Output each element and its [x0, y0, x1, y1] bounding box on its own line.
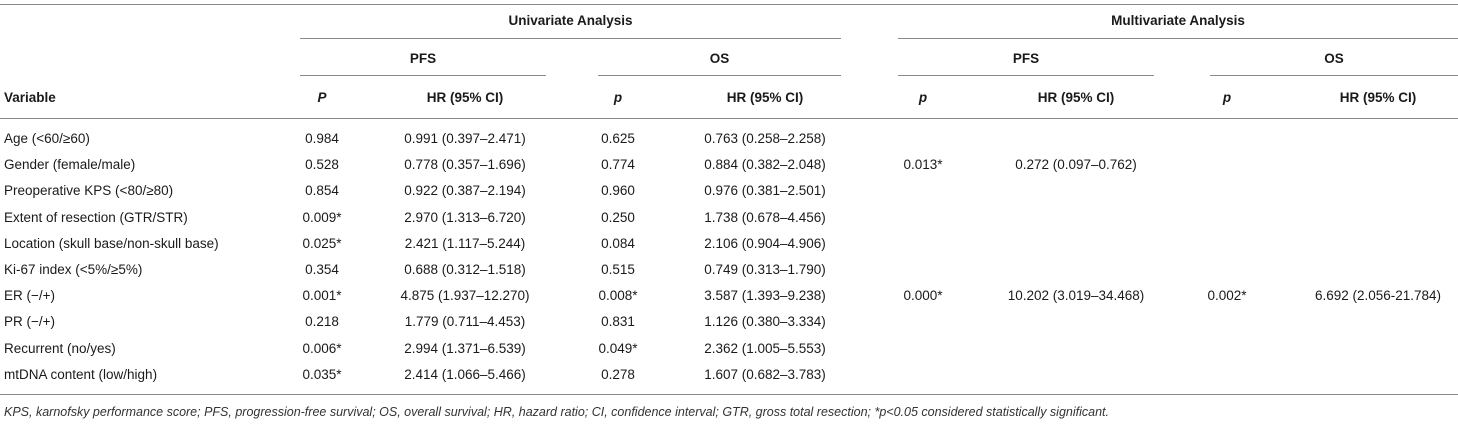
cell-u-pfs-p: 0.006* — [302, 341, 342, 356]
cell-u-os-p: 0.625 — [601, 131, 635, 146]
cell-variable: Preoperative KPS (<80/≥80) — [4, 183, 174, 198]
cell-m-pfs-hr: 0.272 (0.097–0.762) — [1015, 157, 1137, 172]
cell-u-pfs-hr: 1.779 (0.711–4.453) — [404, 314, 526, 329]
cell-u-pfs-p: 0.001* — [302, 288, 342, 303]
cell-u-os-hr: 0.976 (0.381–2.501) — [704, 183, 826, 198]
header-bottom-rule — [0, 118, 1458, 119]
cell-u-pfs-p: 0.025* — [302, 236, 342, 251]
cell-u-pfs-hr: 0.922 (0.387–2.194) — [404, 183, 526, 198]
cell-u-pfs-p: 0.035* — [302, 367, 342, 382]
col-variable: Variable — [4, 90, 56, 105]
m-os-rule — [1210, 75, 1458, 76]
cell-u-os-hr: 1.126 (0.380–3.334) — [704, 314, 826, 329]
cell-u-pfs-p: 0.854 — [305, 183, 339, 198]
col-m-os-hr: HR (95% CI) — [1339, 90, 1417, 105]
footnote: KPS, karnofsky performance score; PFS, p… — [4, 405, 1109, 419]
cell-m-pfs-p: 0.013* — [903, 157, 943, 172]
cell-variable: Recurrent (no/yes) — [4, 341, 116, 356]
cell-variable: Age (<60/≥60) — [4, 131, 90, 146]
cell-u-pfs-p: 0.218 — [305, 314, 339, 329]
cell-m-pfs-p: 0.000* — [903, 288, 943, 303]
cell-m-os-p: 0.002* — [1207, 288, 1247, 303]
col-u-pfs-hr: HR (95% CI) — [426, 90, 504, 105]
cell-u-pfs-p: 0.354 — [305, 262, 339, 277]
cell-u-pfs-hr: 4.875 (1.937–12.270) — [400, 288, 530, 303]
subgroup-u-pfs: PFS — [409, 51, 437, 66]
cell-u-os-p: 0.049* — [598, 341, 638, 356]
col-m-os-p: p — [1222, 90, 1232, 105]
cell-u-os-p: 0.278 — [601, 367, 635, 382]
cell-variable: PR (−/+) — [4, 314, 56, 329]
cell-u-os-p: 0.774 — [601, 157, 635, 172]
cell-u-os-hr: 1.607 (0.682–3.783) — [704, 367, 826, 382]
group-multivariate: Multivariate Analysis — [1111, 13, 1245, 28]
cell-variable: mtDNA content (low/high) — [4, 367, 158, 382]
cell-u-os-p: 0.515 — [601, 262, 635, 277]
cell-variable: Ki-67 index (<5%/≥5%) — [4, 262, 143, 277]
top-rule — [0, 4, 1458, 5]
cell-u-os-p: 0.250 — [601, 210, 635, 225]
cell-u-os-hr: 0.884 (0.382–2.048) — [704, 157, 826, 172]
cell-variable: ER (−/+) — [4, 288, 56, 303]
col-u-os-hr: HR (95% CI) — [726, 90, 804, 105]
m-pfs-rule — [898, 75, 1154, 76]
cell-u-pfs-hr: 2.994 (1.371–6.539) — [404, 341, 526, 356]
cell-u-os-hr: 0.763 (0.258–2.258) — [704, 131, 826, 146]
col-u-os-p: p — [613, 90, 623, 105]
cell-u-os-hr: 2.106 (0.904–4.906) — [704, 236, 826, 251]
cell-u-os-p: 0.831 — [601, 314, 635, 329]
col-m-pfs-p: p — [918, 90, 928, 105]
cell-u-os-hr: 0.749 (0.313–1.790) — [704, 262, 826, 277]
subgroup-m-pfs: PFS — [1012, 51, 1040, 66]
u-pfs-rule — [300, 75, 546, 76]
subgroup-u-os: OS — [709, 51, 730, 66]
cell-u-pfs-hr: 0.991 (0.397–2.471) — [404, 131, 526, 146]
multivariate-rule — [898, 38, 1458, 39]
cell-variable: Gender (female/male) — [4, 157, 136, 172]
cell-u-pfs-hr: 0.778 (0.357–1.696) — [404, 157, 526, 172]
cell-u-pfs-p: 0.528 — [305, 157, 339, 172]
cell-u-pfs-hr: 2.970 (1.313–6.720) — [404, 210, 526, 225]
cell-u-os-p: 0.008* — [598, 288, 638, 303]
subgroup-m-os: OS — [1324, 51, 1344, 66]
univariate-rule — [300, 38, 841, 39]
cell-u-pfs-hr: 2.421 (1.117–5.244) — [404, 236, 526, 251]
cell-u-os-hr: 2.362 (1.005–5.553) — [704, 341, 826, 356]
col-u-pfs-p: P — [317, 90, 327, 105]
col-m-pfs-hr: HR (95% CI) — [1037, 90, 1115, 105]
cell-u-pfs-p: 0.984 — [305, 131, 339, 146]
cell-u-os-p: 0.084 — [601, 236, 635, 251]
u-os-rule — [598, 75, 841, 76]
cell-variable: Location (skull base/non-skull base) — [4, 236, 219, 251]
cell-u-pfs-hr: 2.414 (1.066–5.466) — [404, 367, 526, 382]
cell-variable: Extent of resection (GTR/STR) — [4, 210, 188, 225]
cell-m-pfs-hr: 10.202 (3.019–34.468) — [1007, 288, 1145, 303]
group-univariate: Univariate Analysis — [508, 13, 633, 28]
cell-u-os-hr: 3.587 (1.393–9.238) — [704, 288, 826, 303]
cell-u-os-hr: 1.738 (0.678–4.456) — [704, 210, 826, 225]
table-bottom-rule — [0, 394, 1458, 395]
cell-u-os-p: 0.960 — [601, 183, 635, 198]
cell-u-pfs-p: 0.009* — [302, 210, 342, 225]
cell-u-pfs-hr: 0.688 (0.312–1.518) — [404, 262, 526, 277]
cell-m-os-hr: 6.692 (2.056-21.784) — [1314, 288, 1442, 303]
